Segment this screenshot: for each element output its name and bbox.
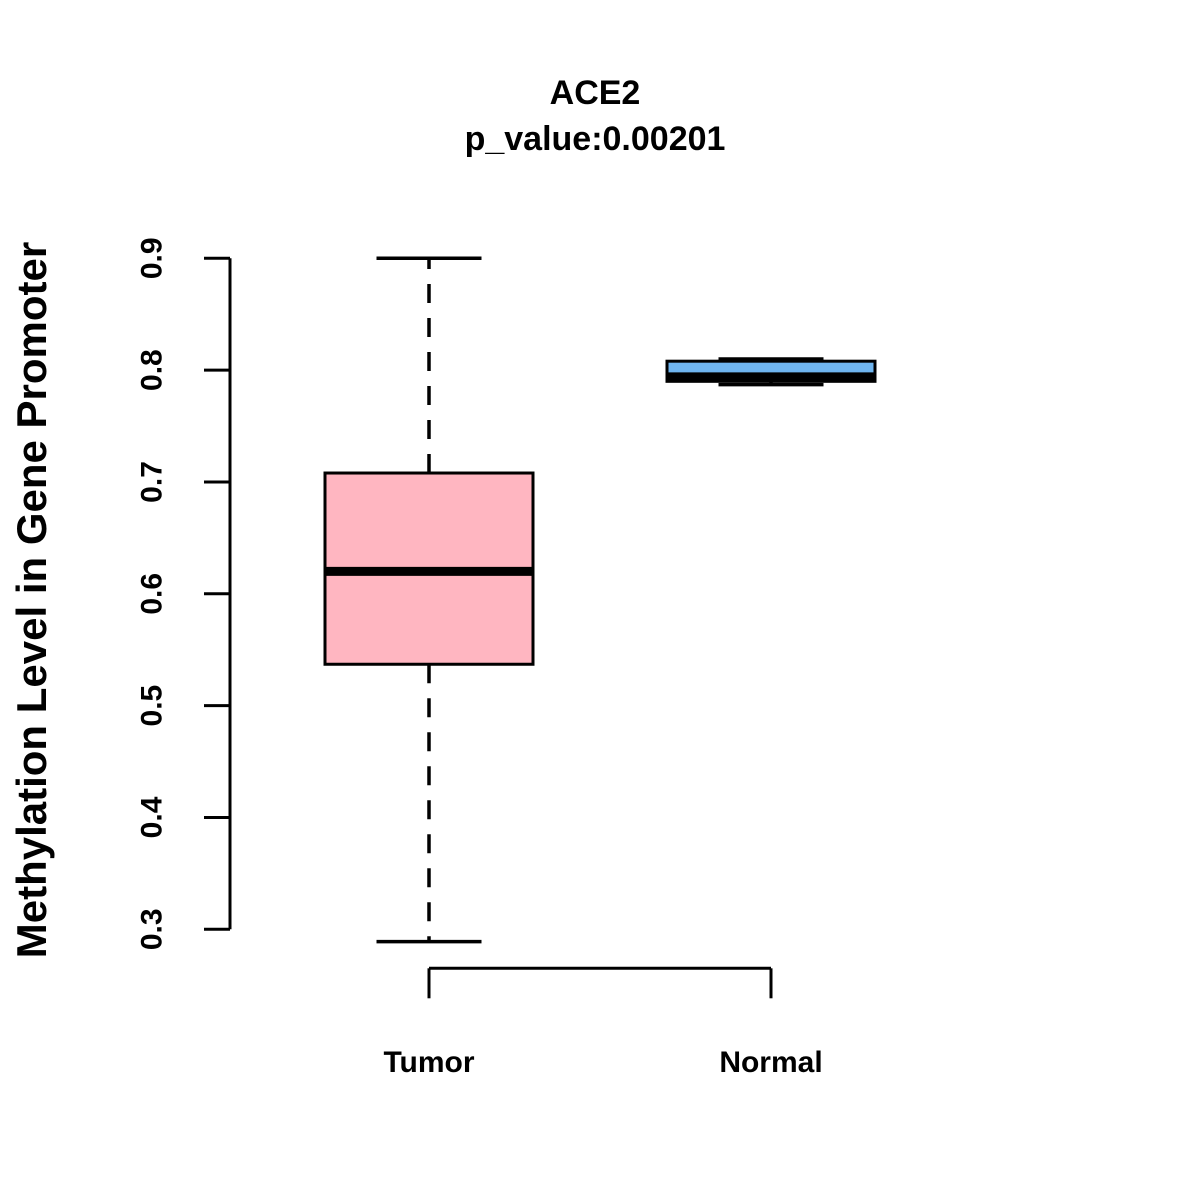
y-tick-label: 0.3 bbox=[136, 908, 169, 950]
y-tick-label: 0.6 bbox=[136, 573, 169, 615]
y-tick-label: 0.9 bbox=[136, 237, 169, 279]
chart-title: ACE2 bbox=[549, 74, 641, 112]
y-tick-label: 0.4 bbox=[136, 796, 169, 838]
x-category-label-normal: Normal bbox=[719, 1046, 822, 1079]
chart-subtitle: p_value:0.00201 bbox=[464, 120, 726, 158]
y-tick-label: 0.5 bbox=[136, 685, 169, 727]
chart-title-block: ACE2 p_value:0.00201 bbox=[230, 70, 960, 162]
y-tick-label: 0.7 bbox=[136, 461, 169, 503]
y-tick-label: 0.8 bbox=[136, 349, 169, 391]
y-axis-label: Methylation Level in Gene Promoter bbox=[8, 241, 55, 959]
x-category-label-tumor: Tumor bbox=[383, 1046, 474, 1079]
